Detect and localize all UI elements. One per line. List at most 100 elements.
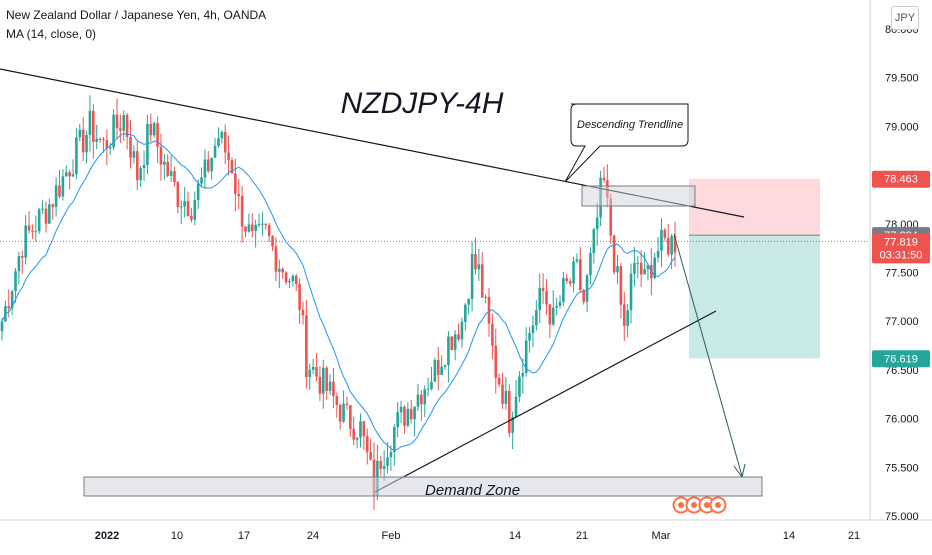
candle-body (213, 146, 217, 158)
candle-body (480, 264, 484, 298)
candle-body (190, 215, 193, 220)
candle-body (562, 278, 565, 302)
candle-body (274, 246, 278, 272)
candle-body (673, 235, 677, 253)
candle-body (71, 174, 75, 177)
candle-body (616, 266, 619, 273)
zones (0, 178, 870, 359)
candle-body (179, 206, 183, 208)
candle-body (156, 123, 159, 147)
candles (0, 95, 677, 510)
currency-badge[interactable]: JPY (891, 6, 919, 30)
candle-body (436, 359, 440, 375)
candle-body (345, 403, 349, 406)
candle-body (142, 165, 146, 169)
y-tick-label: 75.500 (885, 462, 919, 474)
candle-body (521, 372, 525, 377)
candle-body (531, 325, 535, 334)
candle-body (95, 138, 98, 142)
candle-body (399, 406, 403, 413)
candle-body (328, 381, 332, 391)
candle-body (271, 236, 274, 247)
candle-body (470, 254, 474, 299)
candle-body (656, 250, 660, 258)
candle-body (220, 131, 224, 139)
drawings: Demand Zone Descending Trendline NZDJPY-4H (0, 68, 763, 514)
candle-body (626, 310, 629, 326)
candle-body (433, 359, 437, 382)
candle-body (98, 138, 102, 140)
candle-body (447, 336, 450, 365)
indicator-label[interactable]: MA (14, close, 0) (6, 27, 97, 41)
candle-body (217, 138, 220, 147)
y-tick-label: 76.500 (885, 365, 919, 377)
candle-body (183, 201, 186, 207)
stop-loss-zone (689, 178, 820, 236)
candle-body (518, 376, 521, 397)
candle-body (382, 466, 386, 469)
x-tick-label: 2022 (95, 530, 119, 542)
candle-body (660, 229, 663, 251)
candle-body (92, 110, 95, 142)
candle-body (250, 224, 254, 232)
event-marker-dot (678, 502, 684, 508)
candle-body (41, 208, 44, 210)
candle-body (440, 366, 443, 375)
candle-body (426, 388, 430, 390)
chart-legend: New Zealand Dollar / Japanese Yen, 4h, O… (6, 6, 266, 44)
candle-body (102, 139, 105, 141)
candle-body (206, 159, 210, 172)
candle-body (105, 140, 109, 149)
candle-body (264, 223, 268, 226)
candle-body (64, 172, 68, 177)
candle-body (572, 261, 575, 284)
candle-body (403, 406, 406, 426)
price-label-countdown: 03:31:50 (880, 249, 923, 261)
price-axis (870, 0, 932, 550)
x-tick-label: 21 (848, 530, 860, 542)
candle-body (88, 110, 92, 135)
candle-body (643, 269, 646, 275)
candle-body (139, 168, 142, 181)
candle-body (159, 146, 163, 165)
trendline-callout-label: Descending Trendline (577, 119, 683, 131)
y-tick-label: 76.000 (885, 414, 919, 426)
candle-body (579, 259, 582, 290)
candle-body (504, 390, 508, 404)
candle-body (477, 264, 481, 270)
candle-body (595, 217, 599, 230)
symbol-title[interactable]: New Zealand Dollar / Japanese Yen, 4h, O… (6, 8, 267, 22)
candle-body (355, 437, 359, 440)
candle-body (592, 229, 596, 253)
candle-body (31, 230, 34, 232)
candle-body (633, 262, 636, 274)
candle-body (575, 259, 579, 262)
candle-body (173, 171, 176, 183)
candle-body (420, 394, 423, 405)
candle-body (619, 266, 623, 305)
candle-body (453, 334, 457, 350)
candle-body (308, 369, 312, 377)
candle-body (535, 310, 538, 326)
candle-body (393, 427, 396, 452)
candle-body (298, 283, 301, 310)
candle-body (68, 172, 71, 177)
candle-body (443, 364, 447, 367)
candle-body (267, 225, 271, 237)
candle-body (75, 137, 78, 175)
candle-body (230, 160, 234, 174)
candle-body (186, 201, 190, 216)
candle-body (409, 409, 413, 420)
candle-body (37, 209, 41, 232)
candle-body (386, 457, 389, 467)
candle-body (301, 309, 305, 316)
candle-body (396, 412, 399, 428)
candle-body (663, 229, 667, 238)
candle-body (284, 272, 288, 283)
candle-body (450, 336, 454, 350)
candle-body (379, 460, 383, 469)
candle-body (528, 333, 531, 341)
